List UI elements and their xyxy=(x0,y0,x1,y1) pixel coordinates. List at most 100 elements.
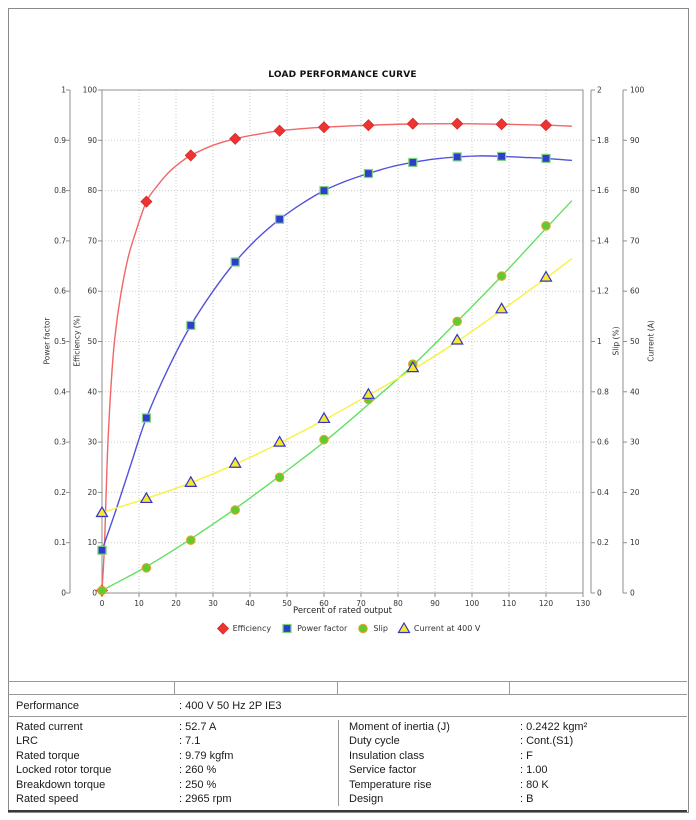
marker-slip xyxy=(186,535,196,545)
row-value: : 1.00 xyxy=(520,764,548,777)
legend-triangle-icon xyxy=(397,622,411,634)
marker-slip xyxy=(274,472,285,483)
row-label: Insulation class xyxy=(338,748,510,764)
legend-item: Slip xyxy=(356,622,388,635)
marker-efficiency xyxy=(273,124,286,137)
table-row: LRC: 7.1 Duty cycle: Cont.(S1) xyxy=(8,734,687,749)
table-top-cell xyxy=(175,682,338,694)
marker-current xyxy=(228,456,242,468)
legend-circle-icon xyxy=(358,623,369,634)
power_factor-tick-label: 1 xyxy=(61,86,66,95)
marker-efficiency xyxy=(229,132,242,145)
marker-slip xyxy=(319,434,329,445)
marker-current xyxy=(139,491,153,504)
slip-tick-label: 1.4 xyxy=(597,236,609,245)
table-top-cell xyxy=(510,682,687,694)
row-label: LRC xyxy=(16,735,39,748)
chart-canvas: 00.10.20.30.40.50.60.70.80.9101020304050… xyxy=(54,86,645,609)
current-tick-label: 30 xyxy=(630,438,640,447)
row-value: : 52.7 A xyxy=(179,721,217,733)
table-top-cell xyxy=(8,682,175,694)
slip-tick-label: 0.8 xyxy=(597,387,609,396)
efficiency-tick-label: 80 xyxy=(87,186,97,195)
current-tick-label: 90 xyxy=(630,136,640,145)
x-tick-label: 70 xyxy=(356,599,366,608)
chart-title: LOAD PERFORMANCE CURVE xyxy=(268,70,417,80)
power-factor-axis-title: Power factor xyxy=(42,317,52,365)
row-label: Moment of inertia (J) xyxy=(338,720,510,735)
legend-item: Power factor xyxy=(280,622,347,635)
load-performance-chart: LOAD PERFORMANCE CURVE 0 0.1 0.2 0.3 0.4 0.5 0… xyxy=(42,70,656,635)
table-row: Rated current: 52.7 A Moment of inertia (… xyxy=(8,720,687,735)
row-value: : 9.79 kgfm xyxy=(179,749,234,762)
marker-efficiency xyxy=(140,195,153,208)
efficiency-tick-label: 60 xyxy=(87,287,97,296)
legend-item: Efficiency xyxy=(216,622,271,635)
marker-current xyxy=(406,360,420,373)
table-row: Rated speed: 2965 rpm Design: B xyxy=(8,791,687,807)
marker-current xyxy=(539,270,553,282)
current-tick-label: 50 xyxy=(630,337,640,346)
current-tick-label: 40 xyxy=(630,387,640,396)
row-value: : F xyxy=(520,749,533,762)
x-tick-label: 110 xyxy=(502,599,517,608)
marker-power_factor xyxy=(275,214,285,224)
row-value: : Cont.(S1) xyxy=(520,735,574,748)
marker-current xyxy=(95,505,109,518)
current-tick-label: 60 xyxy=(630,287,640,296)
legend-square-glyph xyxy=(282,623,292,634)
legend-label: Power factor xyxy=(297,624,348,633)
marker-current xyxy=(361,387,375,399)
power_factor-tick-label: 0.2 xyxy=(54,488,66,497)
x-tick-label: 40 xyxy=(245,599,255,608)
efficiency-tick-label: 90 xyxy=(87,136,97,145)
row-label: Breakdown torque xyxy=(16,778,106,791)
efficiency-tick-label: 100 xyxy=(83,86,98,95)
x-tick-label: 60 xyxy=(319,599,329,608)
marker-efficiency xyxy=(451,117,464,130)
marker-efficiency xyxy=(495,118,508,131)
slip-tick-label: 0.6 xyxy=(597,438,609,447)
current-axis-title: Current (A) xyxy=(646,320,656,362)
row-value: : 260 % xyxy=(179,764,217,777)
row-value: : 250 % xyxy=(179,778,217,791)
legend-label: Slip xyxy=(373,624,388,633)
series-line-power_factor xyxy=(101,155,572,551)
table-row: Breakdown torque: 250 % Temperature rise:… xyxy=(8,777,687,792)
marker-power_factor xyxy=(541,153,551,164)
marker-current xyxy=(495,302,509,314)
power_factor-tick-label: 0.8 xyxy=(54,186,66,195)
efficiency-tick-label: 10 xyxy=(87,538,97,547)
slip-tick-label: 0 xyxy=(597,589,602,598)
row-label: Rated speed xyxy=(16,792,79,805)
slip-tick-label: 0.2 xyxy=(597,538,609,547)
current-tick-label: 100 xyxy=(630,86,645,95)
efficiency-axis-title: Efficiency (%) xyxy=(72,315,82,367)
row-label: Service factor xyxy=(338,763,510,778)
slip-tick-label: 1.2 xyxy=(597,287,609,296)
marker-power_factor xyxy=(408,157,418,168)
marker-slip xyxy=(97,585,107,596)
x-tick-label: 90 xyxy=(430,599,440,608)
series-line-efficiency xyxy=(101,122,572,591)
slip-tick-label: 1.6 xyxy=(597,186,609,195)
slip-tick-label: 2 xyxy=(597,86,602,95)
legend-diamond-icon xyxy=(216,622,229,635)
marker-power_factor xyxy=(141,413,151,423)
slip-axis-title: Slip (%) xyxy=(611,326,621,356)
marker-efficiency xyxy=(539,119,553,132)
marker-current xyxy=(273,435,287,447)
x-tick-label: 120 xyxy=(539,599,554,608)
x-tick-label: 20 xyxy=(171,599,181,608)
current-tick-label: 80 xyxy=(630,186,640,195)
marker-power_factor xyxy=(97,545,107,555)
table-row: Rated torque: 9.79 kgfm Insulation class:… xyxy=(8,748,687,764)
x-tick-label: 10 xyxy=(134,599,144,608)
legend-item: Current at 400 V xyxy=(397,622,480,635)
power_factor-tick-label: 0.9 xyxy=(54,136,66,145)
marker-efficiency xyxy=(362,119,375,132)
efficiency-tick-label: 0 xyxy=(92,589,97,598)
performance-label: Performance xyxy=(16,699,79,712)
row-label: Locked rotor torque xyxy=(16,764,112,777)
x-axis-title: Percent of rated output xyxy=(293,606,392,616)
